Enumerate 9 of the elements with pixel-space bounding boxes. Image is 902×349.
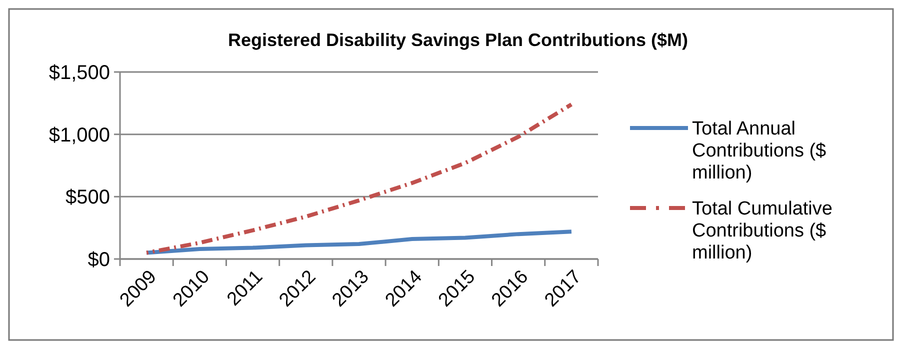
- legend-label: Total Annual Contributions ($ million): [692, 118, 827, 184]
- y-tick-label: $1,500: [48, 62, 110, 84]
- chart-title: Registered Disability Savings Plan Contributions ($M): [228, 30, 688, 50]
- line-series: [144, 230, 574, 255]
- line-series: [144, 102, 574, 255]
- y-tick-label: $1,000: [48, 124, 110, 146]
- legend-label: Total Cumulative Contributions ($ million): [692, 198, 832, 264]
- y-tick-label: $0: [88, 249, 110, 271]
- y-tick-label: $500: [66, 186, 110, 209]
